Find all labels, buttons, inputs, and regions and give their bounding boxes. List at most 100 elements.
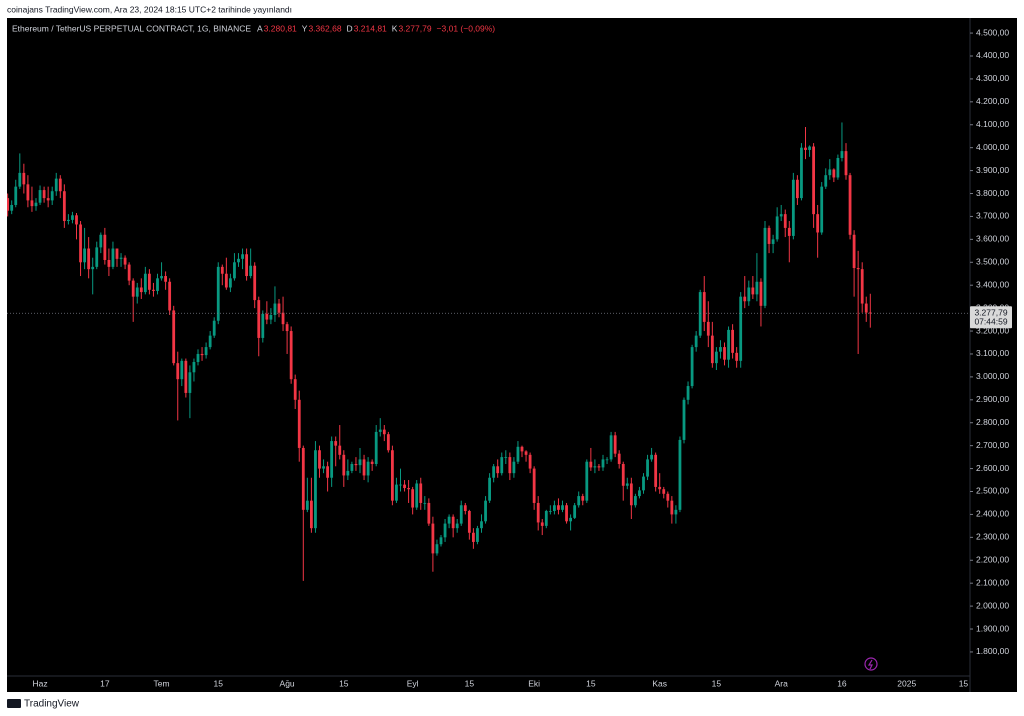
chart-background [7, 18, 1017, 692]
candle-body [864, 303, 868, 313]
candle-body [237, 258, 240, 263]
candle-body [164, 276, 167, 282]
candle-body [585, 461, 589, 501]
y-tick-label: 3.100,00 [976, 348, 1009, 358]
candle-body [265, 313, 269, 320]
candle-body [743, 296, 747, 302]
candle-body [2, 198, 5, 203]
candle-body [115, 248, 119, 259]
candle-body [719, 347, 722, 352]
y-tick-label: 2.400,00 [976, 509, 1009, 519]
y-tick-label: 3.900,00 [976, 165, 1009, 175]
header: coinajans TradingView.com, Ara 23, 2024 … [7, 4, 292, 14]
candle-body [581, 496, 585, 501]
ohlc-legend: A 3.280,81 Y 3.362,68 D 3.214,81 K 3.277,79 −3,0… [257, 23, 495, 33]
candle-body [273, 303, 277, 316]
last-price-label: 3.277,79 [974, 307, 1007, 317]
plot [2, 122, 970, 581]
candle-body [322, 466, 325, 469]
candle-body [504, 457, 508, 458]
candle-body [249, 265, 253, 277]
candle-body [358, 459, 362, 466]
candle-body [617, 453, 621, 464]
candle-body [690, 347, 694, 387]
candle-body [403, 484, 406, 489]
candle-body [771, 239, 775, 244]
candle-body [561, 505, 564, 510]
candle-body [160, 276, 163, 279]
candle-body [674, 509, 678, 515]
legend-key: Y [302, 23, 308, 33]
candle-body [176, 363, 180, 380]
candle-body [135, 287, 139, 297]
candle-body [856, 268, 860, 270]
candle-body [731, 329, 734, 353]
candle-body [723, 347, 726, 360]
y-tick-label: 4.000,00 [976, 142, 1009, 152]
candle-body [378, 429, 382, 432]
y-tick-label: 1.800,00 [976, 646, 1009, 656]
candle-body [71, 215, 74, 220]
candle-body [386, 434, 390, 451]
candle-body [30, 200, 34, 207]
candle-body [277, 303, 281, 313]
candle-body [111, 248, 115, 267]
candle-body [455, 523, 459, 529]
candle-body [233, 262, 236, 279]
y-tick-label: 3.800,00 [976, 188, 1009, 198]
legend-value: 3.214,81 [354, 23, 387, 33]
candle-body [224, 273, 228, 288]
candle-body [524, 451, 528, 455]
candle-body [7, 198, 10, 211]
legend-key: D [347, 23, 353, 33]
candle-body [727, 329, 730, 360]
candle-body [83, 248, 86, 263]
candle-body [767, 227, 771, 244]
candle-body [310, 500, 313, 529]
x-tick-label: 15 [586, 678, 596, 688]
axes: 1.800,00 1.900,00 2.000,00 2.100,00 2.200,00… [32, 27, 1012, 688]
y-tick-label: 2.700,00 [976, 440, 1009, 450]
y-tick-label: 2.300,00 [976, 532, 1009, 542]
candle-body [573, 505, 577, 518]
event-icon[interactable] [864, 657, 878, 671]
candle-body [747, 287, 751, 302]
y-tick-label: 4.200,00 [976, 96, 1009, 106]
candle-body [670, 500, 674, 515]
candle-body [107, 259, 111, 267]
candle-body [682, 399, 686, 440]
candle-body [326, 466, 329, 478]
candle-body [804, 147, 807, 150]
candle-body [192, 361, 196, 373]
candle-body [488, 477, 491, 501]
candle-body [10, 204, 14, 211]
candle-body [565, 505, 568, 522]
candle-body [443, 523, 447, 538]
candle-body [597, 466, 601, 468]
candle-body [492, 466, 496, 478]
candle-body [848, 175, 852, 235]
candle-body [553, 505, 556, 511]
candle-body [334, 441, 338, 446]
candle-body [625, 483, 629, 486]
candle-body [694, 335, 698, 348]
candle-body [735, 352, 739, 361]
candle-body [241, 254, 244, 259]
candle-body [196, 353, 200, 362]
candle-body [22, 172, 26, 185]
candle-body [467, 510, 471, 533]
candle-body [374, 431, 378, 464]
candle-body [212, 320, 216, 336]
candle-body [314, 450, 317, 529]
candle-body [318, 450, 321, 469]
candle-body [646, 459, 649, 477]
candle-body [654, 454, 658, 487]
y-tick-label: 3.000,00 [976, 371, 1009, 381]
candle-body [557, 505, 560, 510]
candle-body [415, 483, 419, 508]
candle-body [172, 310, 176, 364]
x-tick-label: Kas [652, 678, 667, 688]
candle-body [391, 450, 394, 501]
candle-body [516, 446, 520, 462]
